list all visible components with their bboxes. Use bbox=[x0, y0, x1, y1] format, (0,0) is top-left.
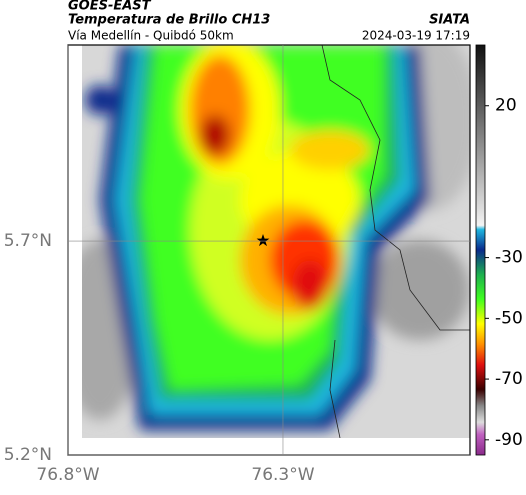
y-tick-label: 5.2°N bbox=[4, 445, 52, 465]
colorbar-label: 20 bbox=[495, 96, 517, 116]
x-tick-label: 76.3°W bbox=[251, 465, 314, 485]
source: SIATA bbox=[429, 13, 470, 28]
colorbar-label: -50 bbox=[495, 308, 523, 328]
satellite-image bbox=[82, 45, 470, 438]
datetime: 2024-03-19 17:19 bbox=[362, 29, 470, 43]
route: Vía Medellín - Quibdó 50km bbox=[68, 29, 234, 43]
colorbar-label: -30 bbox=[495, 248, 523, 268]
x-tick-label: 76.8°W bbox=[36, 465, 99, 485]
y-tick-label: 5.7°N bbox=[4, 231, 52, 251]
colorbar-label: -90 bbox=[495, 430, 523, 450]
colorbar-label: -70 bbox=[495, 369, 523, 389]
title: GOES-EAST bbox=[68, 0, 152, 14]
location-star bbox=[256, 234, 270, 247]
subtitle: Temperatura de Brillo CH13 bbox=[68, 13, 270, 28]
colorbar bbox=[475, 44, 486, 456]
